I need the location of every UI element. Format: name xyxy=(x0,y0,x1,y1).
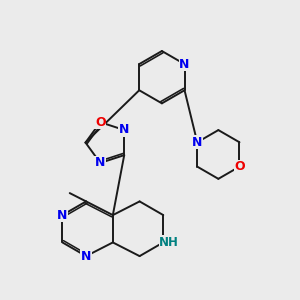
Text: N: N xyxy=(81,250,91,262)
Text: N: N xyxy=(95,156,106,170)
Text: NH: NH xyxy=(159,236,179,249)
Text: N: N xyxy=(179,58,190,70)
Text: N: N xyxy=(119,124,129,136)
Text: O: O xyxy=(95,116,106,129)
Text: N: N xyxy=(57,208,68,222)
Text: O: O xyxy=(234,160,245,173)
Text: N: N xyxy=(192,136,202,149)
